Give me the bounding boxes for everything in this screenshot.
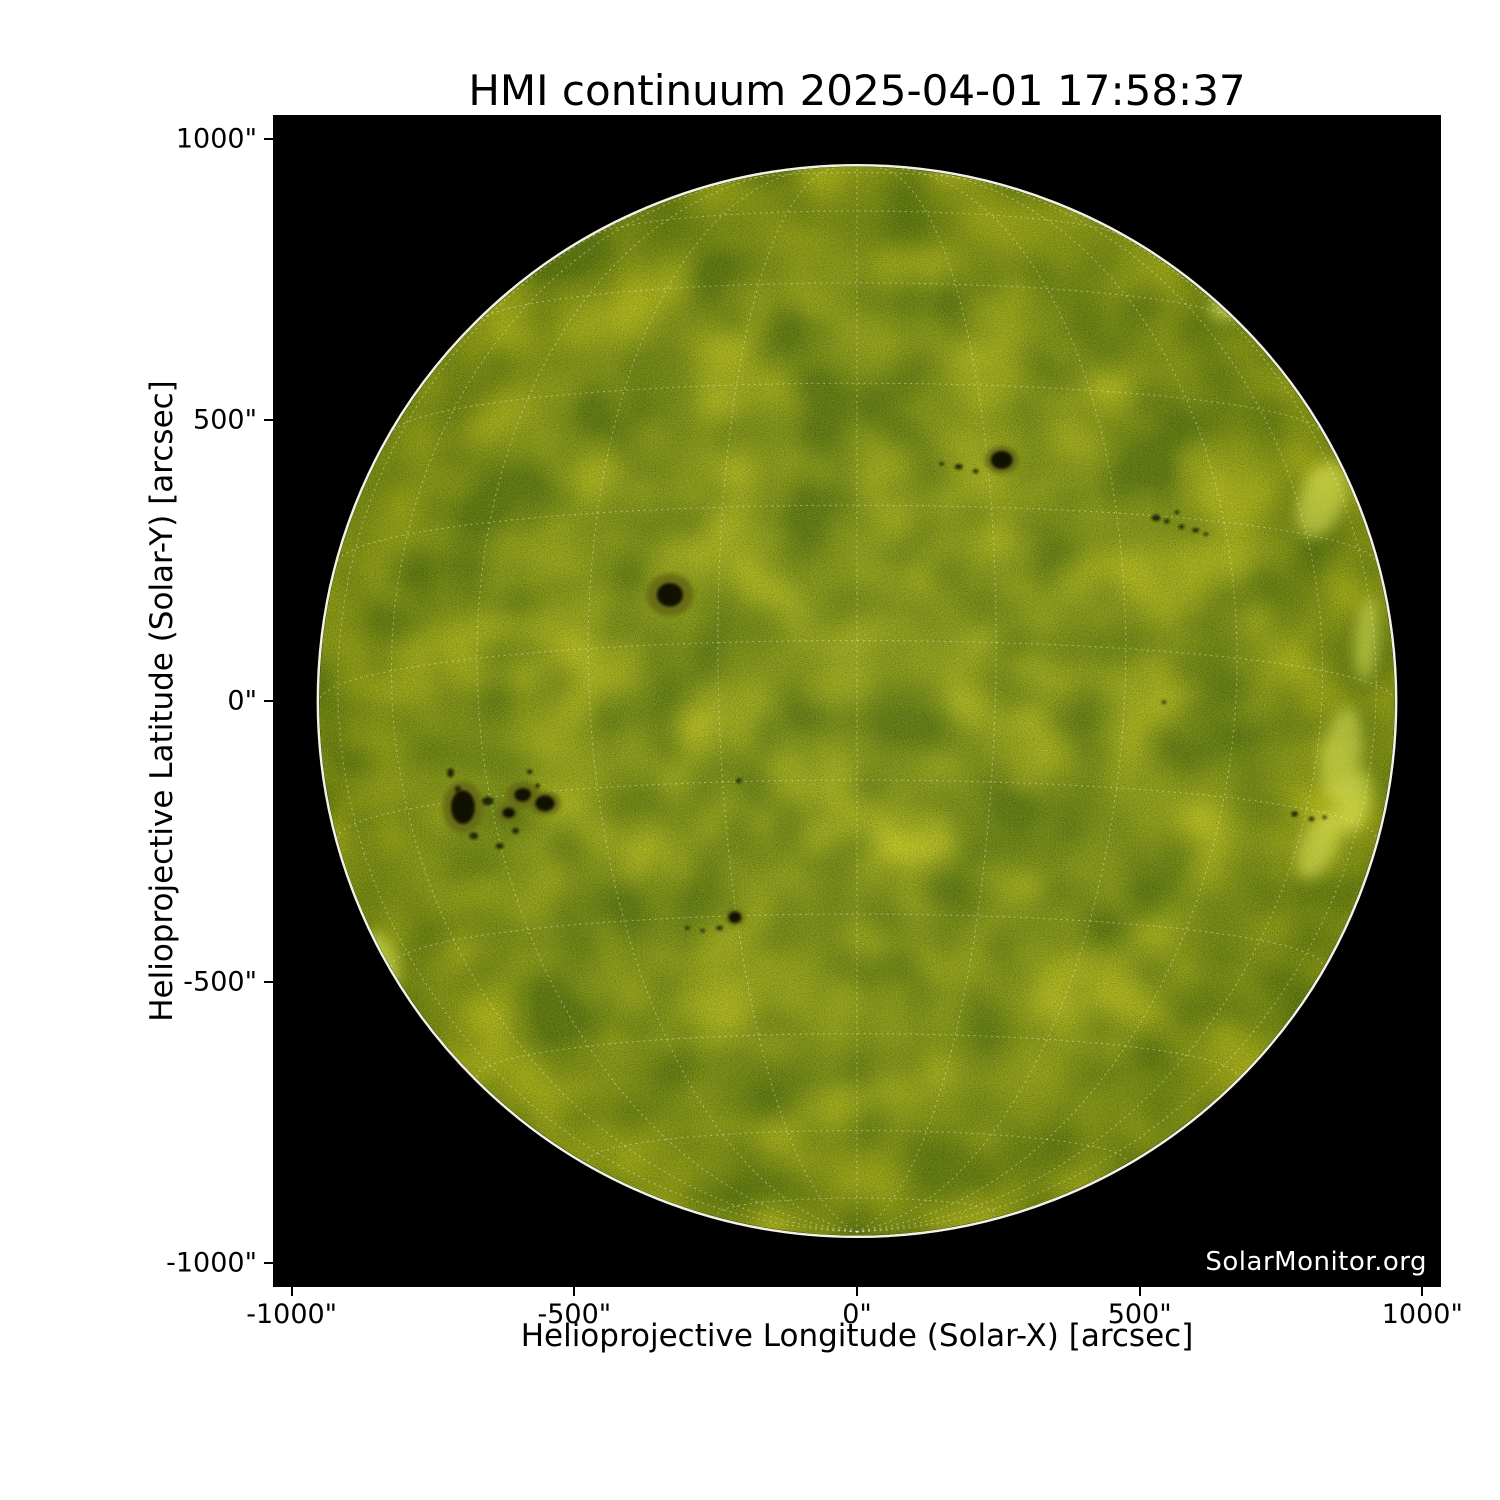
sunspot-umbra [972, 468, 979, 474]
plot-area: SolarMonitor.org [273, 115, 1441, 1287]
sunspot-umbra [700, 929, 705, 933]
sunspot-umbra [447, 768, 454, 778]
sunspot-umbra [1322, 815, 1327, 819]
sunspot-umbra [1291, 811, 1298, 817]
sunspot-umbra [526, 769, 533, 775]
sunspot-umbra [1203, 532, 1209, 536]
sunspot-umbra [1163, 518, 1170, 524]
sunspot-umbra [954, 463, 963, 470]
y-tick-label: 500" [193, 404, 257, 436]
x-tick-mark [290, 1287, 293, 1296]
sunspot-umbra [1161, 700, 1167, 704]
x-tick-label: -1000" [246, 1299, 338, 1330]
y-axis-label: Helioprojective Latitude (Solar-Y) [arcs… [144, 380, 180, 1022]
sunspot-umbra [535, 795, 555, 812]
x-tick-mark [856, 1287, 858, 1296]
sunspots [442, 445, 1327, 933]
sunspot-umbra [728, 911, 742, 923]
x-tick-label: 1000" [1381, 1299, 1463, 1330]
heliographic-grid [319, 166, 1395, 1233]
plot-title: HMI continuum 2025-04-01 17:58:37 [468, 66, 1246, 115]
sunspot-umbra [1174, 510, 1180, 514]
y-tick-label: -500" [183, 966, 257, 998]
watermark: SolarMonitor.org [1205, 1247, 1427, 1277]
sunspot-umbra [451, 790, 475, 825]
sunspot-umbra [716, 925, 724, 931]
x-tick-mark [1138, 1287, 1141, 1296]
sunspot-umbra [469, 832, 479, 840]
sunspot-umbra [685, 926, 690, 930]
sunspot-umbra [495, 843, 504, 849]
sunspot-umbra [455, 785, 461, 793]
sunspot-umbra [736, 778, 742, 784]
y-tick-mark [264, 138, 273, 141]
sunspot-umbra [512, 827, 519, 834]
sunspot-umbra [1151, 514, 1161, 522]
y-tick-label: 1000" [175, 123, 257, 155]
sunspot-umbra [939, 462, 945, 466]
facula [1336, 769, 1373, 835]
y-tick-label: -1000" [166, 1247, 257, 1279]
facula [1354, 597, 1380, 682]
sunspot-umbra [482, 796, 494, 806]
sunspot-umbra [514, 788, 532, 802]
sunspot-umbra [502, 807, 515, 818]
sunspot-umbra [535, 783, 540, 789]
x-tick-mark [573, 1287, 576, 1296]
y-tick-label: 0" [227, 685, 257, 717]
sunspot-umbra [656, 583, 683, 607]
y-tick-mark [264, 419, 273, 422]
sunspot-umbra [1178, 524, 1185, 530]
facula [1296, 462, 1347, 538]
solar-disk-image [316, 163, 1398, 1239]
y-tick-mark [264, 1261, 273, 1264]
x-axis-label: Helioprojective Longitude (Solar-X) [arc… [520, 1318, 1194, 1354]
sunspot-umbra [1192, 527, 1200, 533]
y-tick-mark [264, 700, 273, 702]
x-tick-mark [1421, 1287, 1424, 1296]
sunspot-umbra [990, 450, 1013, 469]
facula [1296, 810, 1342, 879]
sunspot-umbra [1308, 816, 1315, 822]
x-tick-label: 500" [1107, 1299, 1172, 1330]
x-tick-label: 0" [842, 1299, 872, 1330]
y-tick-mark [264, 980, 273, 983]
solar-limb-rim [316, 163, 1398, 1239]
x-tick-label: -500" [537, 1299, 612, 1330]
